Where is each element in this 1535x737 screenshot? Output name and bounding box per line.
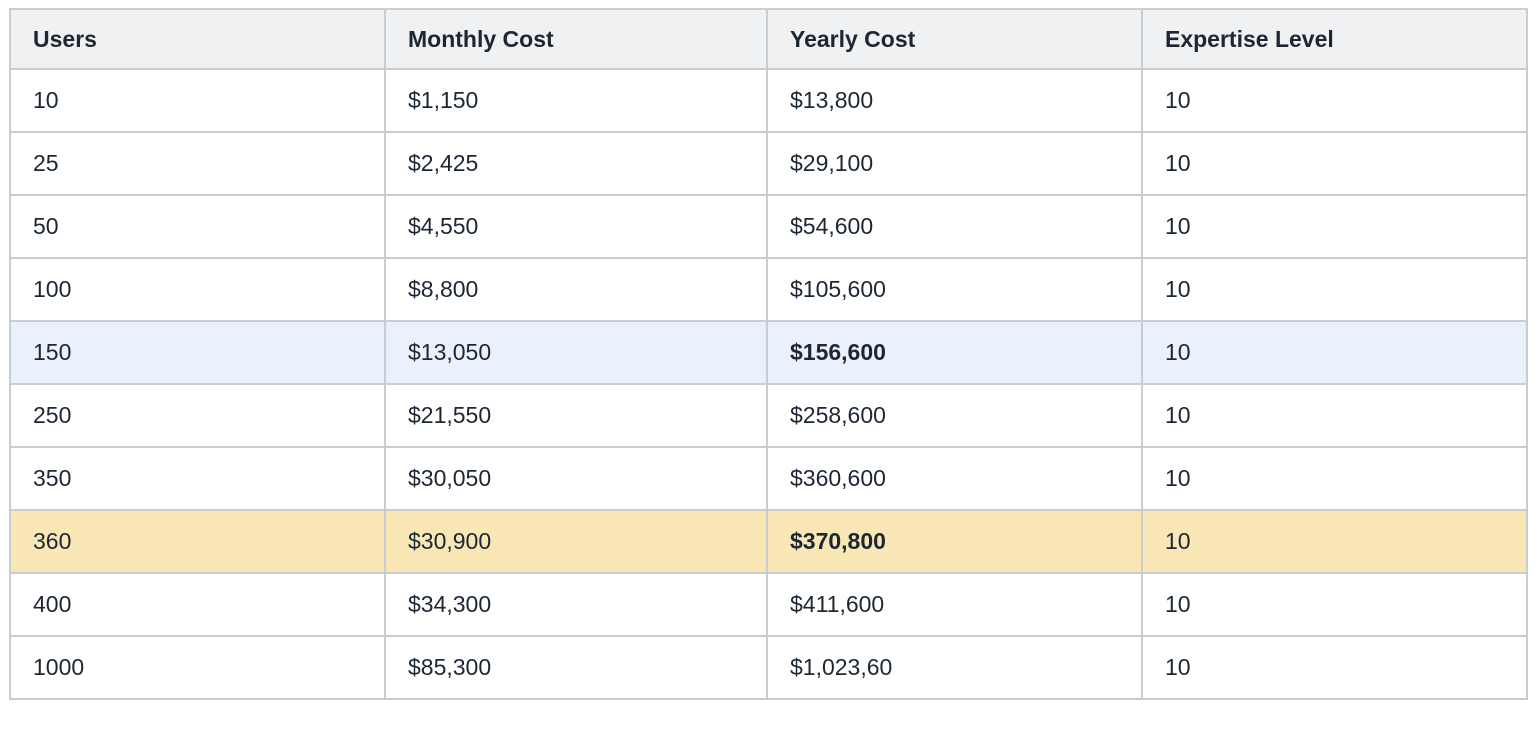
header-row: Users Monthly Cost Yearly Cost Expertise… [9,8,1528,70]
cell-monthly-cost: $2,425 [384,131,768,196]
cell-expertise-level: 10 [1141,320,1528,385]
cell-yearly-cost: $105,600 [766,257,1143,322]
table-row: 25 $2,425 $29,100 10 [9,131,1528,196]
cell-users: 25 [9,131,386,196]
cell-expertise-level: 10 [1141,68,1528,133]
column-header-expertise-level: Expertise Level [1141,8,1528,70]
cell-expertise-level: 10 [1141,194,1528,259]
cell-expertise-level: 10 [1141,257,1528,322]
table-row: 100 $8,800 $105,600 10 [9,257,1528,322]
cell-expertise-level: 10 [1141,131,1528,196]
cell-yearly-cost: $13,800 [766,68,1143,133]
cell-monthly-cost: $8,800 [384,257,768,322]
cell-monthly-cost: $30,900 [384,509,768,574]
cell-monthly-cost: $30,050 [384,446,768,511]
cell-yearly-cost: $1,023,60 [766,635,1143,700]
cell-users: 360 [9,509,386,574]
table-row: 10 $1,150 $13,800 10 [9,68,1528,133]
table-row: 150 $13,050 $156,600 10 [9,320,1528,385]
column-header-yearly-cost: Yearly Cost [766,8,1143,70]
cell-users: 1000 [9,635,386,700]
cell-monthly-cost: $13,050 [384,320,768,385]
cell-yearly-cost: $411,600 [766,572,1143,637]
cell-monthly-cost: $34,300 [384,572,768,637]
cell-yearly-cost: $156,600 [766,320,1143,385]
cell-yearly-cost: $360,600 [766,446,1143,511]
cell-expertise-level: 10 [1141,572,1528,637]
cell-expertise-level: 10 [1141,383,1528,448]
cell-monthly-cost: $21,550 [384,383,768,448]
cell-yearly-cost: $370,800 [766,509,1143,574]
cell-expertise-level: 10 [1141,446,1528,511]
cell-users: 50 [9,194,386,259]
cell-monthly-cost: $4,550 [384,194,768,259]
table-row: 360 $30,900 $370,800 10 [9,509,1528,574]
cell-users: 100 [9,257,386,322]
cell-monthly-cost: $1,150 [384,68,768,133]
cell-yearly-cost: $54,600 [766,194,1143,259]
cell-monthly-cost: $85,300 [384,635,768,700]
table-body: 10 $1,150 $13,800 10 25 $2,425 $29,100 10 50 $4,5… [9,68,1528,700]
cell-expertise-level: 10 [1141,509,1528,574]
cell-users: 150 [9,320,386,385]
cell-yearly-cost: $29,100 [766,131,1143,196]
cell-yearly-cost: $258,600 [766,383,1143,448]
cell-users: 350 [9,446,386,511]
cost-table: Users Monthly Cost Yearly Cost Expertise… [9,8,1528,700]
cell-users: 10 [9,68,386,133]
table-row: 50 $4,550 $54,600 10 [9,194,1528,259]
cell-users: 250 [9,383,386,448]
table-row: 350 $30,050 $360,600 10 [9,446,1528,511]
table-row: 250 $21,550 $258,600 10 [9,383,1528,448]
table-row: 1000 $85,300 $1,023,60 10 [9,635,1528,700]
cell-expertise-level: 10 [1141,635,1528,700]
table-row: 400 $34,300 $411,600 10 [9,572,1528,637]
cell-users: 400 [9,572,386,637]
column-header-monthly-cost: Monthly Cost [384,8,768,70]
column-header-users: Users [9,8,386,70]
